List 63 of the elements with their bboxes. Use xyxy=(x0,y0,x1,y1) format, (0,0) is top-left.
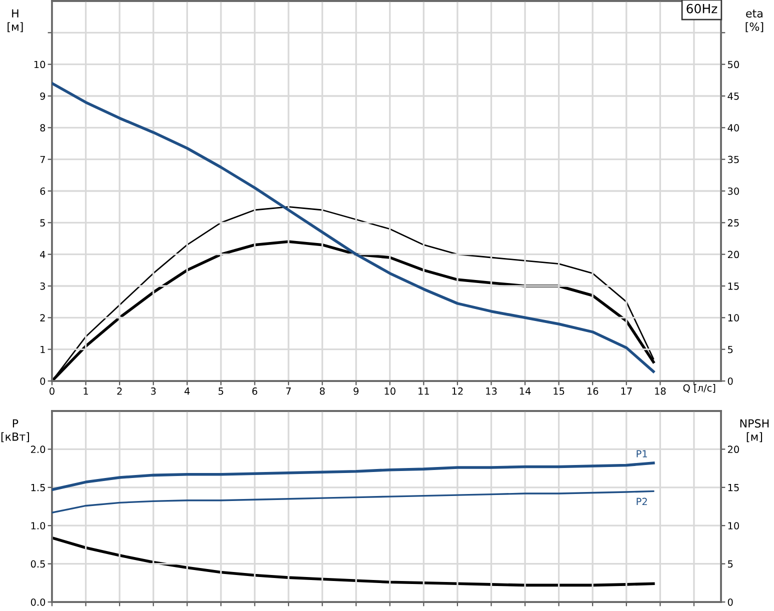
y2-tick-label: 10 xyxy=(728,314,739,322)
y2-tick-label: 10 xyxy=(728,522,739,530)
y-tick-label: 4 xyxy=(40,250,46,258)
y2-tick-label: 25 xyxy=(728,219,739,226)
line-series xyxy=(52,82,655,373)
x-tick-label: 2 xyxy=(117,387,122,395)
y-axis-title: P [кВт] xyxy=(1,419,29,442)
y2-tick-label: 5 xyxy=(728,560,733,568)
y-tick-label: 0 xyxy=(40,377,46,385)
x-tick-label: 14 xyxy=(520,388,531,395)
line-series xyxy=(52,536,655,587)
y-tick-label: 0.5 xyxy=(30,560,45,568)
x-tick-label: 11 xyxy=(418,388,429,395)
x-tick-label: 8 xyxy=(320,387,325,395)
x-tick-label: 6 xyxy=(252,387,258,395)
y2-tick-label: 50 xyxy=(728,60,739,68)
y-tick-label: 1 xyxy=(40,346,45,354)
x-tick-label: 13 xyxy=(486,387,497,395)
y2-tick-label: 35 xyxy=(728,156,739,164)
x-tick-label: 18 xyxy=(655,387,666,395)
y2-tick-label: 0 xyxy=(728,377,733,385)
y2-tick-label: 0 xyxy=(728,598,733,606)
y2-tick-label: 15 xyxy=(728,282,739,290)
line-series xyxy=(52,462,655,492)
x-tick-label: 17 xyxy=(621,388,632,395)
y2-axis-title: NPSH [м] xyxy=(740,419,769,442)
y-tick-label: 1.0 xyxy=(31,522,46,530)
x-tick-label: 9 xyxy=(354,387,358,395)
y-tick-label: 1.5 xyxy=(31,484,45,492)
y-tick-label: 9 xyxy=(40,92,46,100)
x-tick-label: 0 xyxy=(50,387,54,395)
x-tick-label: 1 xyxy=(84,388,88,395)
y-tick-label: 8 xyxy=(40,124,46,132)
x-tick-label: 10 xyxy=(384,387,396,395)
x-tick-label: 12 xyxy=(452,387,463,395)
series-label: P2 xyxy=(636,498,647,506)
annotation: 60Hz xyxy=(686,4,718,14)
y2-tick-label: 20 xyxy=(728,250,739,258)
x-tick-label: 7 xyxy=(286,388,291,395)
y2-tick-label: 30 xyxy=(728,187,739,195)
y-tick-label: 0.0 xyxy=(30,598,46,606)
series-label: P1 xyxy=(636,450,647,458)
y2-tick-label: 5 xyxy=(728,346,733,354)
y-tick-label: 6 xyxy=(40,187,46,195)
y2-tick-label: 40 xyxy=(728,124,739,132)
y-tick-label: 5 xyxy=(40,219,45,226)
y-tick-label: 7 xyxy=(40,156,45,164)
x-tick-label: 4 xyxy=(184,388,190,395)
y2-axis-title: eta [%] xyxy=(746,10,764,32)
x-tick-label: 3 xyxy=(151,387,156,395)
x-tick-label: 15 xyxy=(554,388,564,395)
y-tick-label: 10 xyxy=(34,60,46,68)
y2-tick-label: 45 xyxy=(728,92,739,100)
y-tick-label: 2.0 xyxy=(31,446,46,454)
x-tick-label: 5 xyxy=(218,388,224,395)
y2-tick-label: 15 xyxy=(728,484,739,492)
x-tick-label: 16 xyxy=(587,387,598,395)
y2-tick-label: 20 xyxy=(728,446,739,454)
line-series xyxy=(52,490,654,514)
x-axis-title: Q [л/с] xyxy=(683,384,716,393)
y-tick-label: 3 xyxy=(40,282,45,290)
y-tick-label: 2 xyxy=(40,314,45,322)
y-axis-title: H [м] xyxy=(8,9,23,32)
